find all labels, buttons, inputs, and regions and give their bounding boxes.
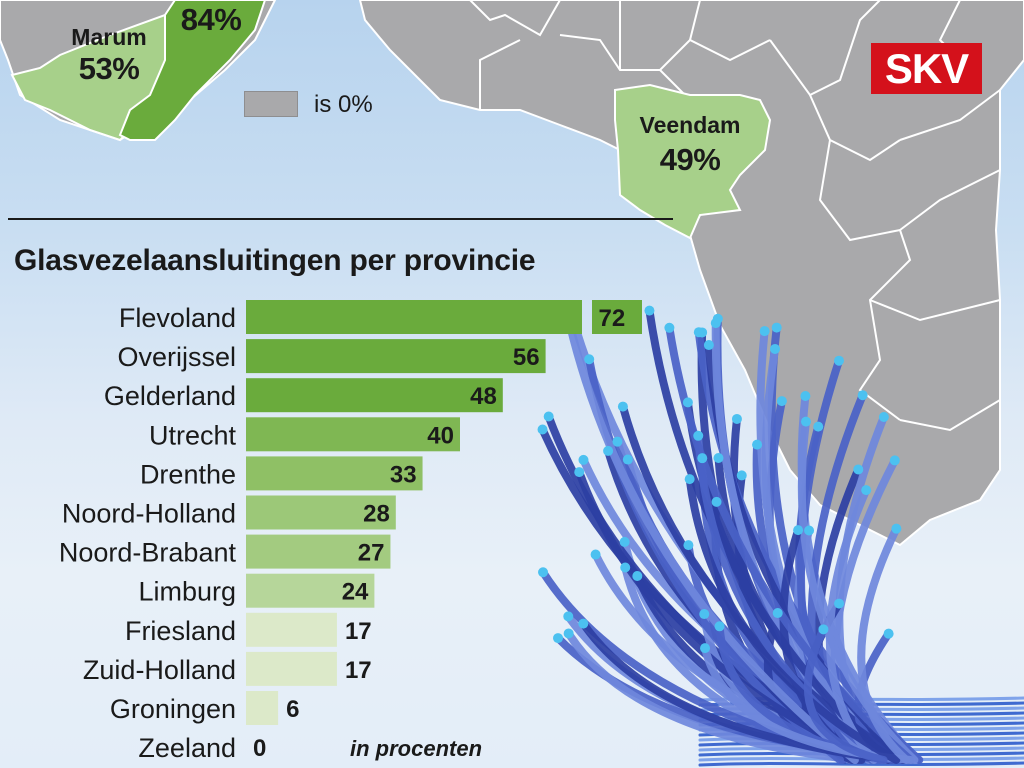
municipality-percentage: 84% <box>180 2 242 37</box>
category-label: Drenthe <box>140 459 236 489</box>
data-label: 40 <box>427 422 454 449</box>
bar-flevoland-value-box <box>592 300 642 334</box>
data-label: 33 <box>390 461 417 488</box>
unit-note: in procenten <box>350 736 483 761</box>
category-label: Gelderland <box>104 381 236 411</box>
bar-drenthe <box>246 456 423 491</box>
data-label: 0 <box>253 735 266 762</box>
map-region-84 <box>118 0 267 141</box>
legend-text: is 0% <box>314 91 373 118</box>
data-label: 24 <box>342 579 369 606</box>
bar-friesland <box>246 612 337 647</box>
map-label-veendam: Veendam 49% <box>620 112 760 177</box>
municipality-name: Veendam <box>639 112 741 138</box>
bar-utrecht <box>246 417 460 452</box>
chart-title: Glasvezelaansluitingen per provincie <box>14 244 536 277</box>
bar-gelderland <box>246 378 503 413</box>
bar-overijssel <box>246 339 546 374</box>
bar-flevoland <box>246 300 582 334</box>
category-label: Zuid-Holland <box>83 655 236 685</box>
data-label: 17 <box>345 657 372 684</box>
data-label: 56 <box>513 344 540 371</box>
municipality-percentage: 53% <box>78 51 140 86</box>
bar-limburg <box>246 573 375 608</box>
category-label: Noord-Holland <box>62 499 236 529</box>
category-label: Limburg <box>138 577 236 607</box>
category-label: Zeeland <box>138 733 236 763</box>
category-label: Overijssel <box>117 342 236 372</box>
bar-noord-brabant <box>246 534 391 569</box>
section-divider <box>8 218 673 220</box>
bar-groningen <box>246 691 279 725</box>
map-label-marum: Marum 53% <box>56 24 162 86</box>
data-label: 17 <box>345 618 372 645</box>
category-label: Utrecht <box>149 420 237 450</box>
category-label: Noord-Brabant <box>59 538 237 568</box>
municipality-name: Marum <box>71 24 147 50</box>
municipality-percentage: 49% <box>659 142 721 177</box>
legend-swatch-gray <box>244 91 298 117</box>
map-region-veendam <box>614 83 772 240</box>
bar-noord-holland <box>246 495 396 530</box>
bar-zuid-holland <box>246 651 337 686</box>
category-label: Flevoland <box>119 303 236 333</box>
fiber-optic-illustration <box>537 302 1024 767</box>
data-label: 48 <box>470 383 497 410</box>
category-label: Groningen <box>110 694 236 724</box>
data-label: 28 <box>363 501 390 528</box>
skv-logo: SKV <box>871 43 982 94</box>
map-label-84: 84% <box>166 4 256 35</box>
data-label: 6 <box>286 696 299 723</box>
data-label: 27 <box>358 540 385 567</box>
category-label: Friesland <box>125 616 236 646</box>
data-label: 72 <box>598 305 625 332</box>
